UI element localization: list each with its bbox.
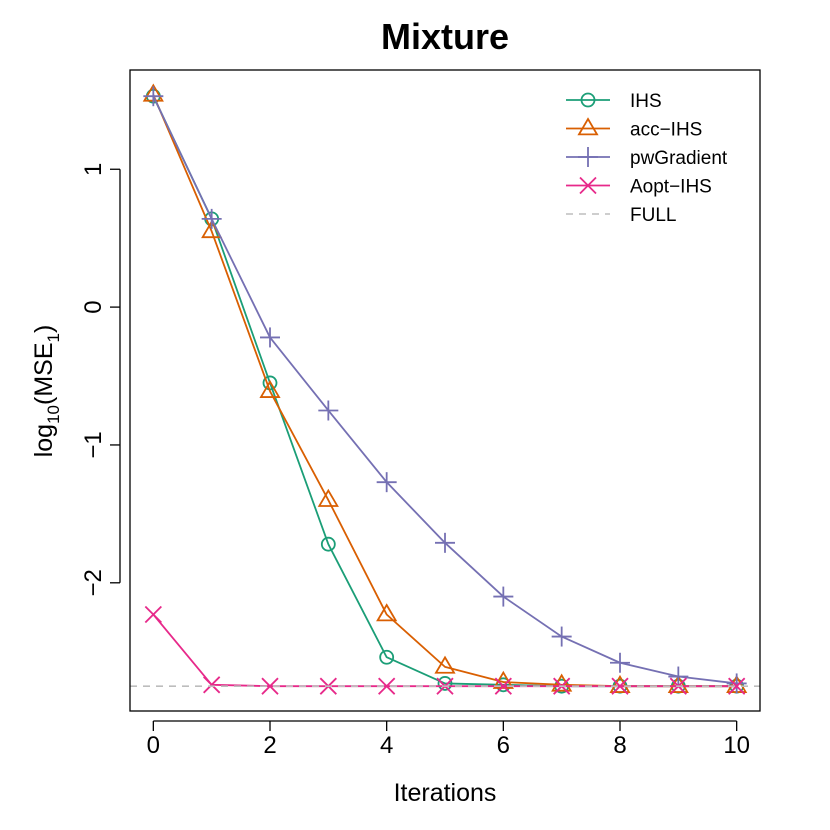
legend-label: pwGradient [630, 148, 728, 169]
legend-marker [577, 117, 599, 136]
data-point-acc-ihs [609, 674, 631, 693]
data-point-pwgradient [610, 652, 630, 673]
legend-entry-full: FULL [566, 205, 676, 226]
x-tick-label: 2 [263, 732, 276, 759]
x-tick-label: 10 [723, 732, 750, 759]
legend-entry-aopt-ihs: Aopt−IHS [566, 177, 712, 198]
plot-frame [129, 69, 761, 712]
legend-marker [578, 147, 598, 167]
legend-label: IHS [630, 91, 662, 112]
data-point-pwgradient [143, 86, 164, 107]
x-tick-label: 4 [380, 732, 393, 759]
data-point-aopt-ihs [203, 676, 221, 694]
x-tick-label: 6 [497, 732, 510, 759]
data-point-pwgradient [376, 472, 397, 493]
legend-marker [580, 92, 596, 108]
x-axis-label: Iterations [394, 779, 497, 807]
legend-entry-acc-ihs: acc−IHS [566, 117, 702, 141]
data-point-pwgradient [726, 673, 747, 694]
x-tick-label: 0 [147, 732, 160, 759]
data-point-pwgradient [668, 666, 689, 687]
data-point-acc-ihs [434, 655, 456, 674]
data-point-ihs [379, 649, 395, 665]
data-point-aopt-ihs [144, 605, 162, 624]
legend-label: Aopt−IHS [630, 177, 712, 198]
data-point-acc-ihs [551, 673, 573, 692]
x-axis: 0 2 4 6 8 10 [147, 720, 750, 759]
data-point-ihs [437, 676, 453, 691]
y-tick-label: 0 [80, 300, 107, 313]
data-point-ihs [320, 536, 336, 552]
data-point-aopt-ihs [378, 677, 396, 695]
data-point-acc-ihs [492, 670, 514, 689]
series-line-aopt-ihs [152, 613, 737, 688]
data-point-aopt-ihs [611, 677, 629, 695]
data-point-acc-ihs [376, 603, 398, 622]
y-tick-label: −2 [80, 569, 107, 596]
legend-label: acc−IHS [630, 120, 702, 141]
legend-entry-pwgradient: pwGradient [566, 147, 728, 169]
data-point-acc-ihs [259, 379, 281, 398]
y-axis: −2 −1 0 1 [80, 163, 121, 596]
data-point-acc-ihs [667, 674, 689, 693]
data-point-pwgradient [435, 532, 455, 553]
chart-title: Mixture [381, 16, 509, 57]
data-point-pwgradient [493, 586, 514, 607]
data-point-pwgradient [201, 208, 222, 229]
data-point-pwgradient [551, 626, 572, 647]
data-point-aopt-ihs [728, 677, 746, 695]
y-tick-label: −1 [80, 431, 107, 458]
data-point-pwgradient [318, 400, 339, 421]
legend-marker [579, 176, 597, 195]
data-point-acc-ihs [317, 488, 339, 507]
x-tick-label: 8 [613, 732, 626, 759]
legend: IHS acc−IHS pwGradient Aopt−IHS FULL [566, 91, 728, 226]
plot-area [130, 83, 760, 695]
legend-entry-ihs: IHS [566, 91, 662, 112]
y-tick-label: 1 [80, 163, 107, 176]
data-point-aopt-ihs [261, 677, 279, 695]
y-axis-label: log10(MSE1) [30, 325, 63, 458]
data-point-pwgradient [260, 327, 280, 348]
data-point-aopt-ihs [494, 677, 512, 695]
legend-label: FULL [630, 205, 676, 226]
